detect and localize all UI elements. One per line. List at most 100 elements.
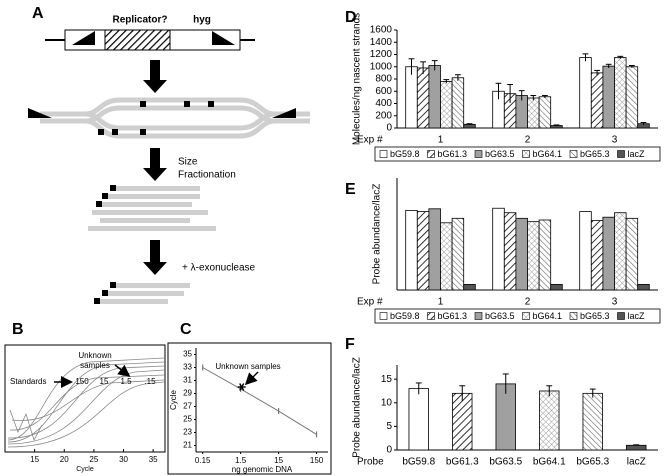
y-tick-label: 31 xyxy=(183,376,192,385)
x-tick-label: 25 xyxy=(89,455,98,464)
error-bar xyxy=(530,95,537,101)
replicator-box xyxy=(104,29,171,51)
fragment xyxy=(88,226,216,231)
mark-square xyxy=(140,129,146,135)
y-axis-label: Probe abundance/lacZ xyxy=(372,184,383,285)
replicator-label: Replicator? xyxy=(112,15,167,26)
error-bar xyxy=(507,84,513,103)
x-tick-label: 0.15 xyxy=(195,456,211,465)
bar xyxy=(550,283,563,291)
error-bar xyxy=(617,55,624,59)
x-tick-label: 2 xyxy=(525,135,531,146)
error-bar xyxy=(408,58,415,75)
error-bar xyxy=(582,53,589,62)
y-tick-label: 200 xyxy=(375,110,392,121)
mark-square xyxy=(110,282,116,288)
mark-square xyxy=(140,101,146,107)
panel-label: E xyxy=(345,181,356,198)
mark-square xyxy=(102,193,108,199)
legend-swatch xyxy=(474,312,483,320)
strand xyxy=(40,105,310,124)
y-tick-label: 1600 xyxy=(370,25,393,36)
curve xyxy=(9,374,165,431)
legend-swatch xyxy=(427,150,435,158)
annotation: Standards xyxy=(10,377,46,386)
x-tick-label: 20 xyxy=(60,455,69,464)
annotation: 15 xyxy=(100,377,109,386)
error-bar xyxy=(542,95,548,98)
fragment xyxy=(104,291,184,296)
y-tick-label: 33 xyxy=(183,363,192,372)
x-tick-label: 35 xyxy=(149,455,158,464)
bar xyxy=(440,81,453,129)
y-tick-label: 35 xyxy=(183,350,192,359)
bar xyxy=(452,392,473,451)
bar xyxy=(527,221,540,291)
y-tick-label: 29 xyxy=(183,389,192,398)
bar xyxy=(539,390,560,451)
primer-arrow xyxy=(212,31,235,45)
x-tick-label: 3 xyxy=(612,297,618,308)
bar xyxy=(428,208,441,291)
error-bar xyxy=(594,69,600,76)
curve xyxy=(7,365,165,439)
bar xyxy=(405,66,418,129)
strand xyxy=(84,111,276,131)
mark-square xyxy=(94,298,100,304)
bar xyxy=(408,388,429,451)
bar xyxy=(503,212,517,291)
legend-swatch xyxy=(379,150,388,158)
primer-arrow xyxy=(72,31,95,45)
annotation: 1.5 xyxy=(120,377,132,386)
annotation: samples xyxy=(80,361,110,370)
bar xyxy=(463,283,476,291)
x-tick-label: bG61.3 xyxy=(446,457,479,468)
strand xyxy=(40,97,310,117)
legend-box xyxy=(374,146,661,162)
bar xyxy=(428,65,441,129)
legend-label: bG65.3 xyxy=(580,149,610,159)
x-tick-label: 2 xyxy=(525,297,531,308)
bar xyxy=(626,444,647,451)
panel-label: C xyxy=(180,321,192,338)
bar xyxy=(614,57,627,129)
bar xyxy=(538,96,552,129)
mark-square xyxy=(110,185,116,191)
bar xyxy=(451,77,465,129)
hyg-label: hyg xyxy=(193,15,211,26)
error-bar xyxy=(443,79,450,84)
panel-label: F xyxy=(345,336,355,353)
y-tick-label: 0 xyxy=(386,123,392,134)
x-axis-label: Probe xyxy=(357,457,384,468)
x-tick-label: 30 xyxy=(119,455,128,464)
legend-swatch xyxy=(427,312,435,320)
step-arrow xyxy=(143,60,167,93)
x-tick-label: 1.5 xyxy=(235,456,247,465)
bar xyxy=(602,216,615,291)
x-tick-label: 3 xyxy=(612,135,618,146)
y-tick-label: 600 xyxy=(375,86,392,97)
fragment xyxy=(96,299,168,304)
x-tick-label: bG64.1 xyxy=(533,457,566,468)
x-tick-label: 15 xyxy=(30,455,39,464)
legend-swatch xyxy=(569,150,578,158)
bar xyxy=(590,72,604,129)
bar xyxy=(538,219,552,291)
fragments xyxy=(94,282,190,304)
error-bar xyxy=(431,60,438,71)
strand xyxy=(84,118,276,139)
y-tick-label: 15 xyxy=(381,374,393,385)
fit-line xyxy=(202,367,317,435)
legend-label: bG61.3 xyxy=(438,311,468,321)
y-tick-label: 27 xyxy=(183,402,192,411)
curve xyxy=(7,357,165,441)
mark-square xyxy=(96,201,102,207)
bar xyxy=(416,67,430,129)
mark-square xyxy=(208,101,214,107)
error-bar xyxy=(420,61,426,75)
y-tick-label: 21 xyxy=(183,441,192,450)
legend-box xyxy=(374,308,661,324)
replication-bubble xyxy=(40,97,310,139)
